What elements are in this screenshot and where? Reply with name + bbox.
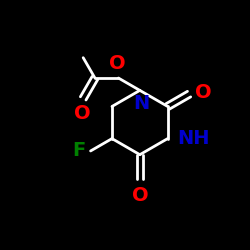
Text: O: O (194, 83, 211, 102)
Text: NH: NH (177, 129, 210, 148)
Text: F: F (72, 142, 85, 161)
Text: O: O (132, 186, 148, 204)
Text: N: N (134, 94, 150, 113)
Text: O: O (74, 104, 90, 123)
Text: O: O (109, 54, 126, 72)
